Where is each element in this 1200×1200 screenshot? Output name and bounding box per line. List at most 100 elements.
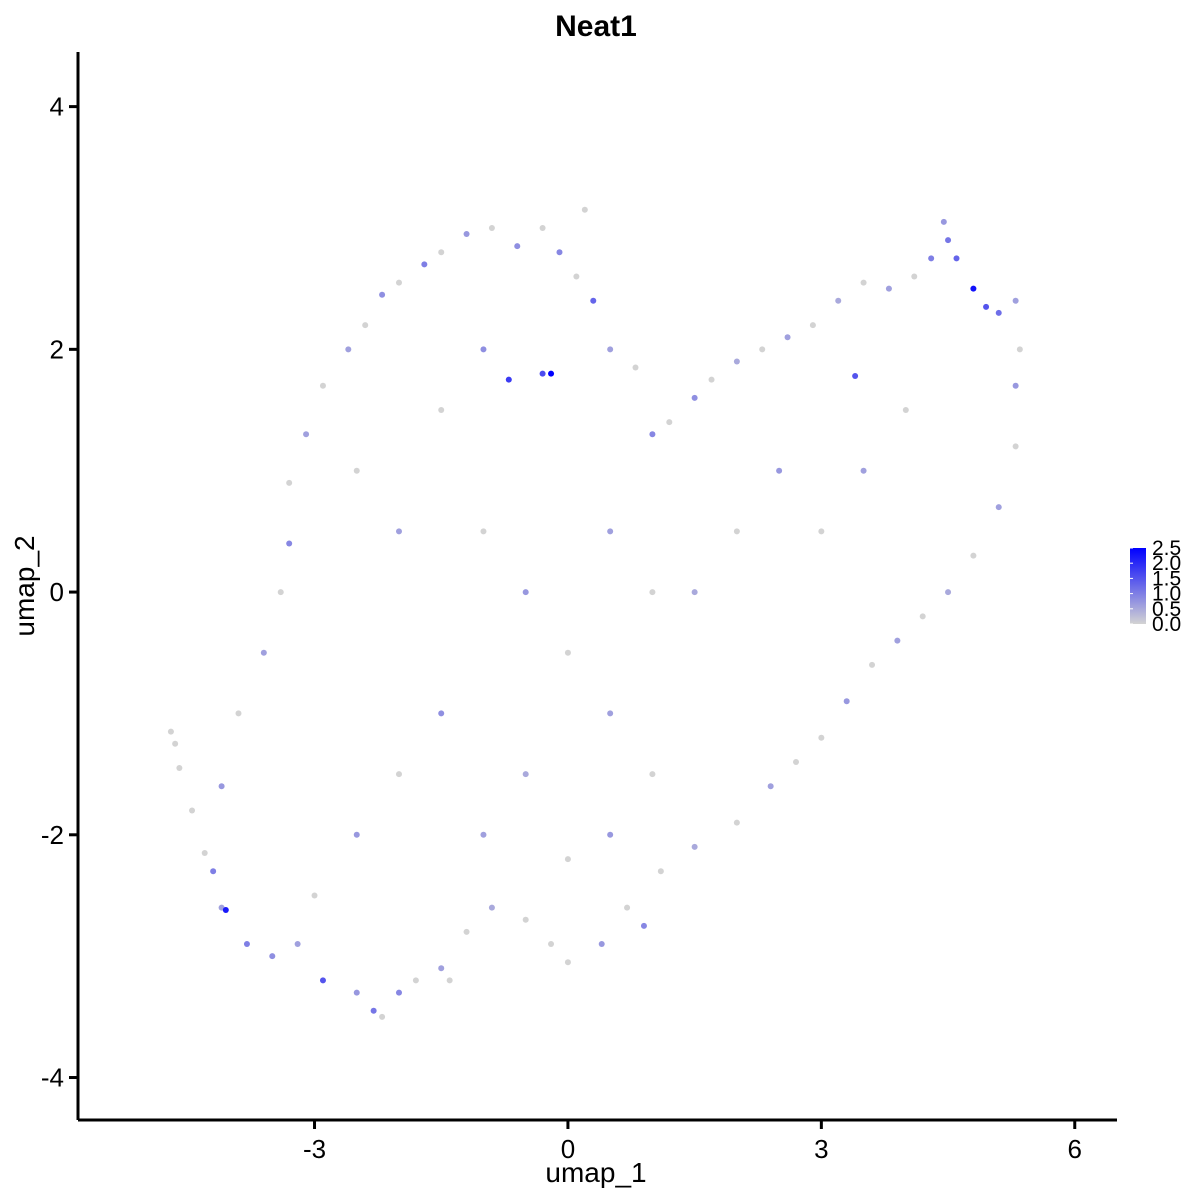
data-point bbox=[505, 376, 512, 383]
y-tick-label: -4 bbox=[41, 1063, 64, 1093]
data-point bbox=[539, 370, 546, 377]
data-point bbox=[480, 831, 487, 838]
data-point bbox=[894, 637, 901, 644]
data-point bbox=[649, 589, 656, 596]
data-point bbox=[928, 255, 935, 262]
points-layer bbox=[167, 206, 1023, 1020]
data-point bbox=[463, 928, 470, 935]
legend-tick-label: 2.0 bbox=[1152, 552, 1181, 575]
data-point bbox=[311, 892, 318, 899]
data-point bbox=[793, 758, 800, 765]
data-point bbox=[573, 273, 580, 280]
data-point bbox=[379, 291, 386, 298]
data-point bbox=[539, 224, 546, 231]
legend-tick-label: 0.5 bbox=[1152, 598, 1181, 621]
data-point bbox=[556, 249, 563, 256]
data-point bbox=[759, 346, 766, 353]
data-point bbox=[345, 346, 352, 353]
data-point bbox=[201, 850, 208, 856]
data-point bbox=[222, 907, 229, 914]
data-point bbox=[649, 431, 656, 438]
data-point bbox=[514, 243, 521, 250]
y-tick-label: 4 bbox=[50, 92, 64, 122]
data-point bbox=[940, 218, 947, 225]
data-point bbox=[172, 740, 179, 747]
data-point bbox=[809, 322, 816, 329]
data-point bbox=[691, 843, 698, 850]
x-tick-label: 6 bbox=[1068, 1134, 1082, 1164]
data-point bbox=[522, 589, 529, 596]
data-point bbox=[953, 255, 960, 262]
data-point bbox=[970, 285, 977, 292]
data-point bbox=[210, 868, 217, 875]
data-point bbox=[852, 373, 859, 380]
data-point bbox=[353, 989, 360, 996]
data-point bbox=[564, 959, 571, 966]
data-point bbox=[294, 941, 301, 948]
data-point bbox=[480, 346, 487, 353]
data-point bbox=[438, 249, 445, 256]
data-point bbox=[395, 771, 402, 778]
data-point bbox=[395, 528, 402, 535]
legend-ticks: 0.00.51.01.52.02.5 bbox=[1130, 537, 1181, 636]
data-point bbox=[395, 279, 402, 286]
data-point bbox=[657, 868, 664, 875]
data-point bbox=[548, 370, 555, 377]
data-point bbox=[176, 765, 183, 772]
data-point bbox=[488, 224, 495, 231]
legend-tick-label: 2.5 bbox=[1152, 537, 1181, 560]
data-point bbox=[995, 504, 1002, 511]
data-point bbox=[733, 358, 740, 365]
data-point bbox=[303, 431, 310, 438]
colorbar bbox=[1130, 548, 1146, 624]
data-point bbox=[167, 728, 174, 735]
data-point bbox=[649, 771, 656, 778]
x-ticks: -3 0 3 6 bbox=[303, 1120, 1082, 1164]
data-point bbox=[733, 819, 740, 826]
data-point bbox=[218, 783, 225, 790]
y-tick-label: 0 bbox=[50, 577, 64, 607]
data-point bbox=[260, 649, 267, 656]
data-point bbox=[708, 376, 715, 383]
data-point bbox=[438, 710, 445, 717]
x-tick-label: 0 bbox=[561, 1134, 575, 1164]
data-point bbox=[438, 965, 445, 972]
data-point bbox=[767, 783, 774, 790]
x-tick-label: -3 bbox=[303, 1134, 326, 1164]
data-point bbox=[522, 916, 529, 923]
y-tick-label: -2 bbox=[41, 820, 64, 850]
data-point bbox=[624, 904, 631, 911]
legend-tick-label: 0.0 bbox=[1152, 613, 1181, 636]
data-point bbox=[362, 322, 369, 329]
data-point bbox=[488, 904, 495, 911]
data-point bbox=[1016, 346, 1023, 353]
data-point bbox=[590, 297, 597, 304]
x-axis-title: umap_1 bbox=[545, 1157, 646, 1188]
data-point bbox=[286, 479, 293, 486]
data-point bbox=[1012, 382, 1019, 389]
data-point bbox=[691, 589, 698, 596]
data-point bbox=[607, 528, 614, 535]
color-legend: 0.00.51.01.52.02.5 bbox=[1130, 537, 1181, 636]
data-point bbox=[379, 1013, 386, 1020]
data-point bbox=[945, 237, 952, 244]
data-point bbox=[691, 394, 698, 401]
data-point bbox=[319, 977, 326, 984]
data-point bbox=[353, 831, 360, 838]
data-point bbox=[446, 977, 453, 984]
data-point bbox=[607, 710, 614, 717]
data-point bbox=[666, 419, 673, 426]
data-point bbox=[1012, 443, 1019, 450]
data-point bbox=[733, 528, 740, 535]
data-point bbox=[480, 528, 487, 535]
data-point bbox=[286, 540, 293, 547]
data-point bbox=[277, 589, 284, 596]
data-point bbox=[995, 309, 1002, 316]
data-point bbox=[983, 303, 990, 310]
data-point bbox=[784, 334, 791, 341]
data-point bbox=[835, 297, 842, 304]
data-point bbox=[860, 279, 867, 286]
data-point bbox=[860, 467, 867, 474]
data-point bbox=[919, 613, 926, 620]
